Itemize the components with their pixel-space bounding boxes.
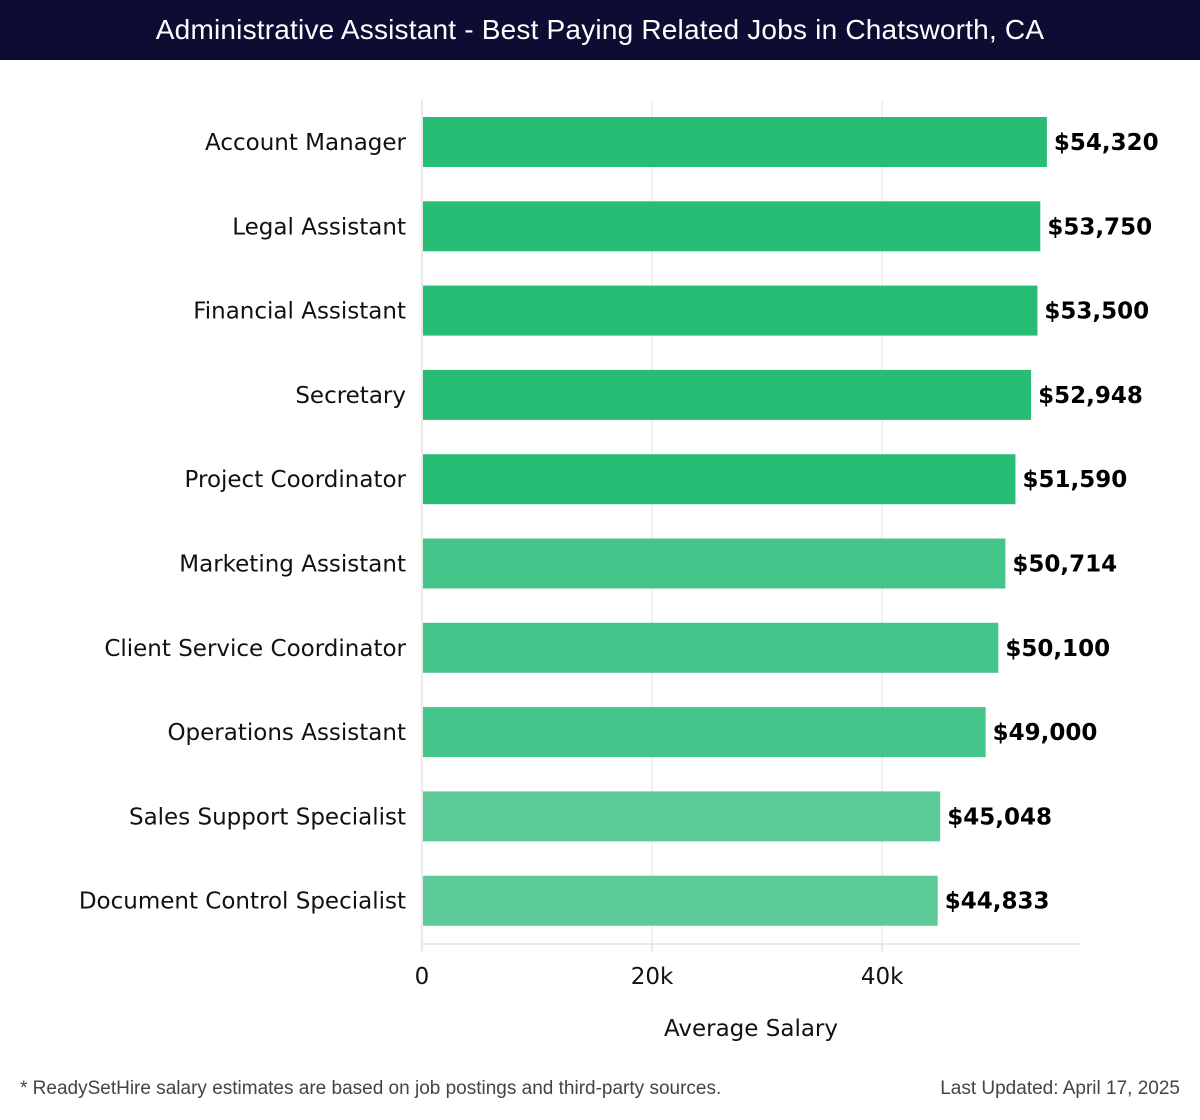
- x-axis-title: Average Salary: [664, 1016, 838, 1042]
- value-label: $49,000: [993, 720, 1098, 746]
- category-label: Client Service Coordinator: [104, 636, 406, 662]
- category-label: Account Manager: [205, 130, 407, 156]
- category-label: Legal Assistant: [232, 214, 406, 240]
- value-label: $52,948: [1038, 383, 1143, 409]
- category-label: Marketing Assistant: [179, 552, 406, 578]
- bar: [423, 875, 938, 926]
- x-axis: 0 20k 40k: [415, 943, 1080, 990]
- category-label: Secretary: [295, 383, 406, 409]
- value-label: $45,048: [947, 804, 1052, 830]
- x-tick-label: 40k: [861, 964, 904, 990]
- bar: [423, 791, 941, 842]
- bar: [423, 117, 1047, 167]
- chart-title: Administrative Assistant - Best Paying R…: [0, 0, 1200, 60]
- bar-chart: Account Manager $54,320 Legal Assistant $53…: [79, 100, 1159, 1042]
- x-tick-label: 20k: [631, 964, 674, 990]
- value-label: $54,320: [1054, 130, 1159, 156]
- category-label: Project Coordinator: [185, 467, 407, 493]
- category-label: Sales Support Specialist: [129, 804, 406, 830]
- last-updated: Last Updated: April 17, 2025: [940, 1078, 1180, 1099]
- bar: [423, 707, 986, 758]
- category-label: Financial Assistant: [193, 299, 406, 325]
- bars: Account Manager $54,320 Legal Assistant $53…: [79, 117, 1159, 926]
- x-tick-label: 0: [415, 964, 430, 990]
- bar: [423, 622, 999, 673]
- value-label: $44,833: [945, 889, 1050, 915]
- footer-note: * ReadySetHire salary estimates are base…: [20, 1078, 722, 1099]
- bar: [423, 538, 1006, 589]
- value-label: $53,750: [1047, 214, 1152, 240]
- category-label: Operations Assistant: [167, 720, 406, 746]
- value-label: $51,590: [1022, 467, 1127, 493]
- bar: [423, 201, 1041, 252]
- bar: [423, 454, 1016, 505]
- value-label: $50,714: [1012, 552, 1117, 578]
- bar: [423, 369, 1032, 420]
- value-label: $50,100: [1005, 636, 1110, 662]
- bar: [423, 285, 1038, 336]
- value-label: $53,500: [1044, 299, 1149, 325]
- category-label: Document Control Specialist: [79, 889, 406, 915]
